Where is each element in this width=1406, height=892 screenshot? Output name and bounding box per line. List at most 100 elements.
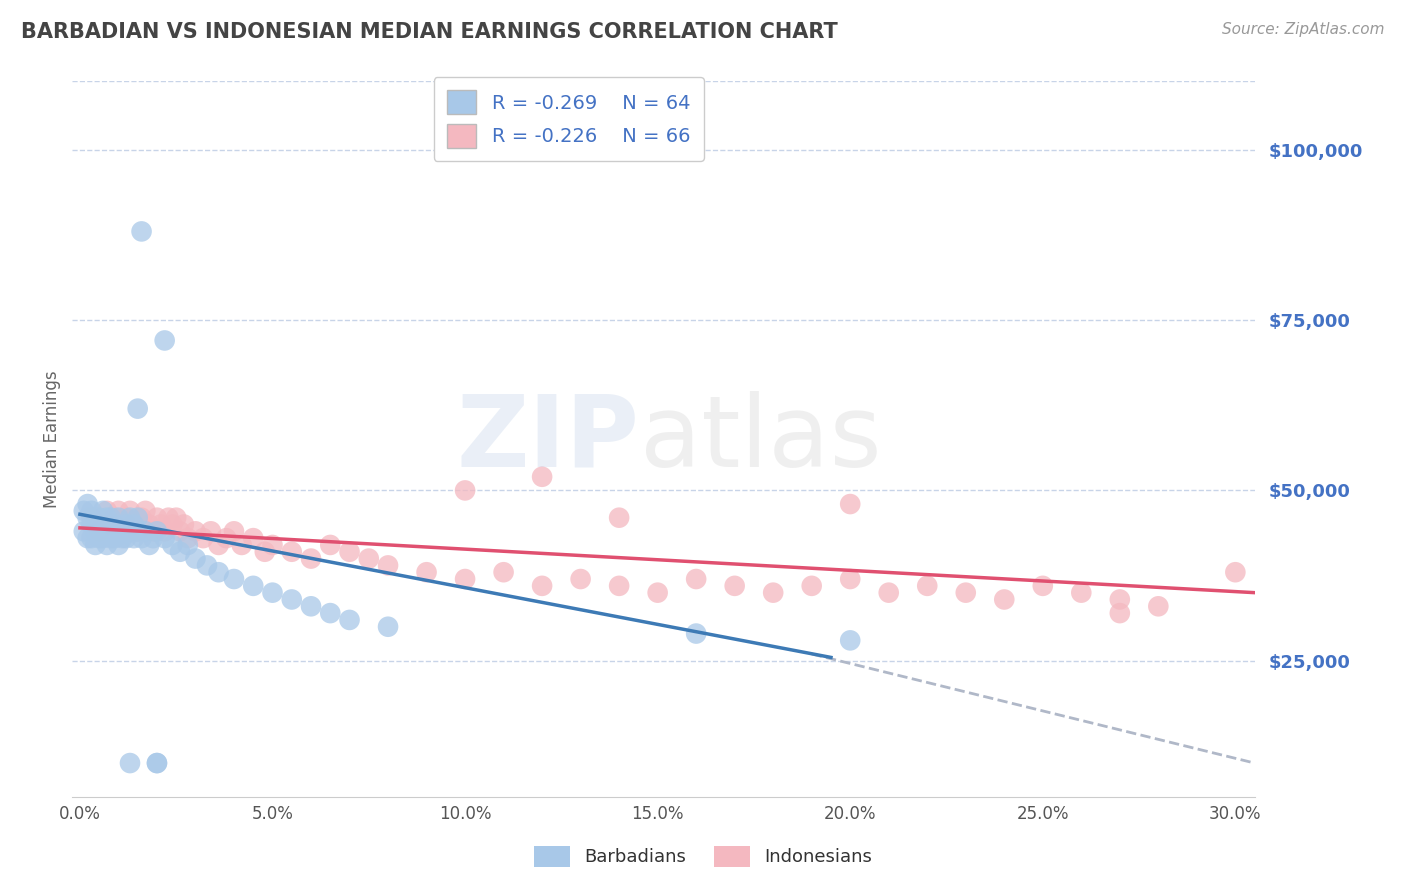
- Point: [231, 538, 253, 552]
- Point: [281, 592, 304, 607]
- Point: [454, 483, 477, 498]
- Point: [111, 524, 134, 539]
- Point: [80, 504, 103, 518]
- Point: [607, 510, 630, 524]
- Point: [215, 531, 238, 545]
- Text: atlas: atlas: [640, 391, 882, 488]
- Point: [115, 510, 138, 524]
- Point: [169, 524, 191, 539]
- Point: [915, 579, 938, 593]
- Point: [131, 224, 153, 238]
- Point: [138, 538, 160, 552]
- Point: [454, 572, 477, 586]
- Point: [415, 565, 437, 579]
- Point: [377, 620, 399, 634]
- Point: [146, 510, 169, 524]
- Point: [153, 524, 176, 539]
- Point: [134, 504, 156, 518]
- Point: [111, 531, 134, 545]
- Point: [127, 510, 149, 524]
- Point: [207, 565, 229, 579]
- Point: [169, 545, 191, 559]
- Point: [839, 497, 862, 511]
- Point: [531, 579, 554, 593]
- Point: [107, 538, 129, 552]
- Point: [100, 531, 122, 545]
- Point: [839, 633, 862, 648]
- Point: [1147, 599, 1170, 614]
- Point: [165, 510, 187, 524]
- Text: BARBADIAN VS INDONESIAN MEDIAN EARNINGS CORRELATION CHART: BARBADIAN VS INDONESIAN MEDIAN EARNINGS …: [21, 22, 838, 42]
- Point: [800, 579, 823, 593]
- Point: [122, 531, 145, 545]
- Point: [142, 531, 165, 545]
- Point: [200, 524, 222, 539]
- Point: [149, 517, 172, 532]
- Point: [607, 579, 630, 593]
- Y-axis label: Median Earnings: Median Earnings: [44, 370, 60, 508]
- Point: [96, 524, 118, 539]
- Point: [724, 579, 747, 593]
- Point: [142, 524, 165, 539]
- Point: [173, 517, 195, 532]
- Point: [993, 592, 1015, 607]
- Point: [131, 531, 153, 545]
- Point: [118, 510, 141, 524]
- Text: Source: ZipAtlas.com: Source: ZipAtlas.com: [1222, 22, 1385, 37]
- Point: [100, 524, 122, 539]
- Point: [242, 531, 264, 545]
- Point: [1225, 565, 1247, 579]
- Point: [96, 504, 118, 518]
- Point: [877, 585, 900, 599]
- Point: [118, 504, 141, 518]
- Point: [89, 524, 111, 539]
- Point: [107, 524, 129, 539]
- Point: [146, 524, 169, 539]
- Point: [492, 565, 515, 579]
- Point: [685, 572, 707, 586]
- Point: [73, 524, 96, 539]
- Point: [111, 517, 134, 532]
- Point: [222, 524, 245, 539]
- Point: [839, 572, 862, 586]
- Point: [104, 531, 127, 545]
- Point: [96, 538, 118, 552]
- Point: [73, 504, 96, 518]
- Point: [115, 531, 138, 545]
- Point: [762, 585, 785, 599]
- Point: [127, 524, 149, 539]
- Point: [84, 524, 107, 539]
- Point: [184, 524, 207, 539]
- Point: [80, 531, 103, 545]
- Point: [107, 510, 129, 524]
- Point: [262, 585, 284, 599]
- Point: [339, 613, 361, 627]
- Point: [569, 572, 592, 586]
- Point: [357, 551, 380, 566]
- Point: [162, 538, 184, 552]
- Point: [100, 517, 122, 532]
- Point: [299, 551, 322, 566]
- Point: [157, 510, 180, 524]
- Point: [96, 510, 118, 524]
- Point: [647, 585, 669, 599]
- Point: [153, 531, 176, 545]
- Point: [222, 572, 245, 586]
- Point: [118, 756, 141, 770]
- Point: [146, 756, 169, 770]
- Point: [76, 497, 98, 511]
- Point: [134, 524, 156, 539]
- Legend: R = -0.269    N = 64, R = -0.226    N = 66: R = -0.269 N = 64, R = -0.226 N = 66: [433, 77, 704, 161]
- Point: [299, 599, 322, 614]
- Point: [955, 585, 977, 599]
- Point: [1032, 579, 1054, 593]
- Point: [184, 551, 207, 566]
- Point: [80, 517, 103, 532]
- Point: [122, 517, 145, 532]
- Point: [84, 538, 107, 552]
- Text: ZIP: ZIP: [457, 391, 640, 488]
- Point: [89, 524, 111, 539]
- Point: [1108, 606, 1130, 620]
- Point: [91, 531, 114, 545]
- Point: [138, 517, 160, 532]
